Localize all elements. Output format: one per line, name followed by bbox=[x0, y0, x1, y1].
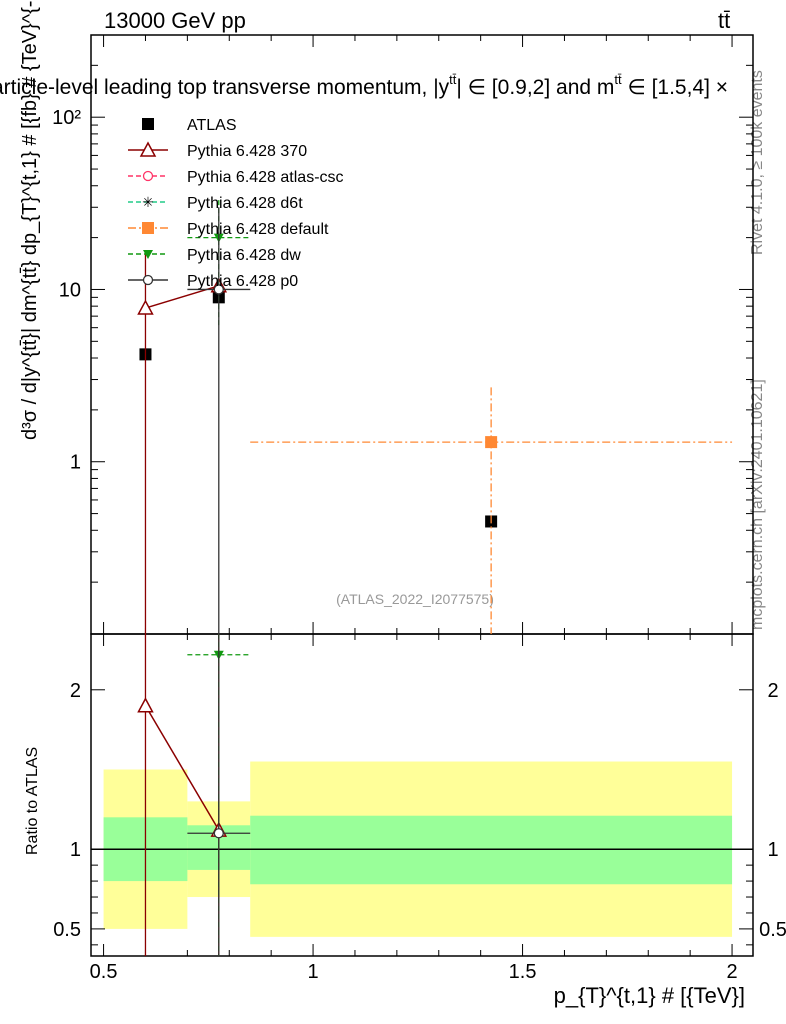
y-axis-ticks-main: 1 10 10² bbox=[52, 34, 753, 635]
legend-label: Pythia 6.428 p0 bbox=[187, 273, 298, 290]
y-tick-label-ratio: 0.5 bbox=[53, 919, 81, 941]
y-tick-label-ratio-right: 2 bbox=[767, 680, 778, 702]
ratio-point bbox=[137, 697, 154, 713]
energy-label: 13000 GeV pp bbox=[104, 8, 246, 33]
legend-label: Pythia 6.428 default bbox=[187, 221, 329, 238]
green-band bbox=[250, 815, 733, 885]
data-point bbox=[137, 299, 154, 315]
x-tick-label: 1.5 bbox=[509, 961, 537, 983]
x-tick-label: 0.5 bbox=[90, 961, 118, 983]
analysis-watermark: (ATLAS_2022_I2077575) bbox=[336, 591, 494, 607]
title-part-2: | ∈ [0.9,2] and m bbox=[456, 76, 614, 99]
legend-label: Pythia 6.428 atlas-csc bbox=[187, 169, 344, 186]
title-sup-1: tt̄ bbox=[449, 72, 457, 87]
y-axis-ticks-ratio: 0.5 0.5 1 1 2 2 bbox=[53, 680, 786, 946]
title-sup-2: tt̄ bbox=[614, 72, 622, 87]
main-data-layer bbox=[137, 200, 733, 634]
legend-marker bbox=[142, 170, 154, 182]
ratio-plot-frame bbox=[90, 633, 754, 957]
legend-marker bbox=[142, 274, 154, 286]
legend-label: Pythia 6.428 370 bbox=[187, 143, 307, 160]
legend-marker bbox=[142, 222, 154, 234]
legend-label: Pythia 6.428 dw bbox=[187, 247, 301, 264]
y-tick-label-ratio: 1 bbox=[70, 839, 81, 861]
legend: ATLAS Pythia 6.428 370 Pythia 6.428 atlas-… bbox=[128, 117, 344, 290]
mcplots-label: mcplots.cern.ch [arXiv:2401.10621] bbox=[749, 379, 766, 630]
y-tick-label-ratio-right: 1 bbox=[767, 839, 778, 861]
title-part-3: ∈ [1.5,4] × bbox=[622, 76, 728, 99]
y-tick-label-main: 10² bbox=[52, 107, 81, 129]
ratio-point bbox=[213, 828, 224, 839]
process-label: tt̄ bbox=[718, 8, 730, 33]
plot-title: article-level leading top transverse mom… bbox=[0, 72, 728, 99]
y-axis-label-ratio: Ratio to ATLAS bbox=[24, 747, 41, 855]
x-tick-label: 1 bbox=[308, 961, 319, 983]
legend-label: ATLAS bbox=[187, 117, 237, 134]
y-tick-label-main: 10 bbox=[59, 279, 81, 301]
y-axis-label-main: d³σ / d|y^{tt̄}| dm^{tt̄} dp_{T}^{t,1} #… bbox=[19, 0, 41, 440]
x-axis-ticks: 0.5 1 1.5 2 bbox=[90, 35, 738, 983]
ratio-data-layer bbox=[137, 634, 251, 956]
y-tick-label-main: 1 bbox=[70, 452, 81, 474]
y-tick-label-ratio: 2 bbox=[70, 680, 81, 702]
ratio-line-370 bbox=[144, 705, 220, 831]
x-tick-label: 2 bbox=[726, 961, 737, 983]
legend-marker bbox=[142, 118, 154, 130]
legend-marker: ✳ bbox=[142, 194, 154, 210]
legend-marker bbox=[139, 141, 157, 157]
rivet-version-label: Rivet 4.1.0, ≥ 100k events bbox=[749, 70, 766, 255]
x-axis-label: p_{T}^{t,1} # [{TeV}] bbox=[554, 983, 745, 1008]
legend-marker bbox=[143, 250, 153, 259]
legend-label: Pythia 6.428 d6t bbox=[187, 195, 303, 212]
data-point bbox=[485, 436, 498, 449]
title-part-1: article-level leading top transverse mom… bbox=[0, 76, 450, 99]
y-tick-label-ratio-right: 0.5 bbox=[759, 919, 786, 941]
data-point bbox=[213, 284, 224, 295]
